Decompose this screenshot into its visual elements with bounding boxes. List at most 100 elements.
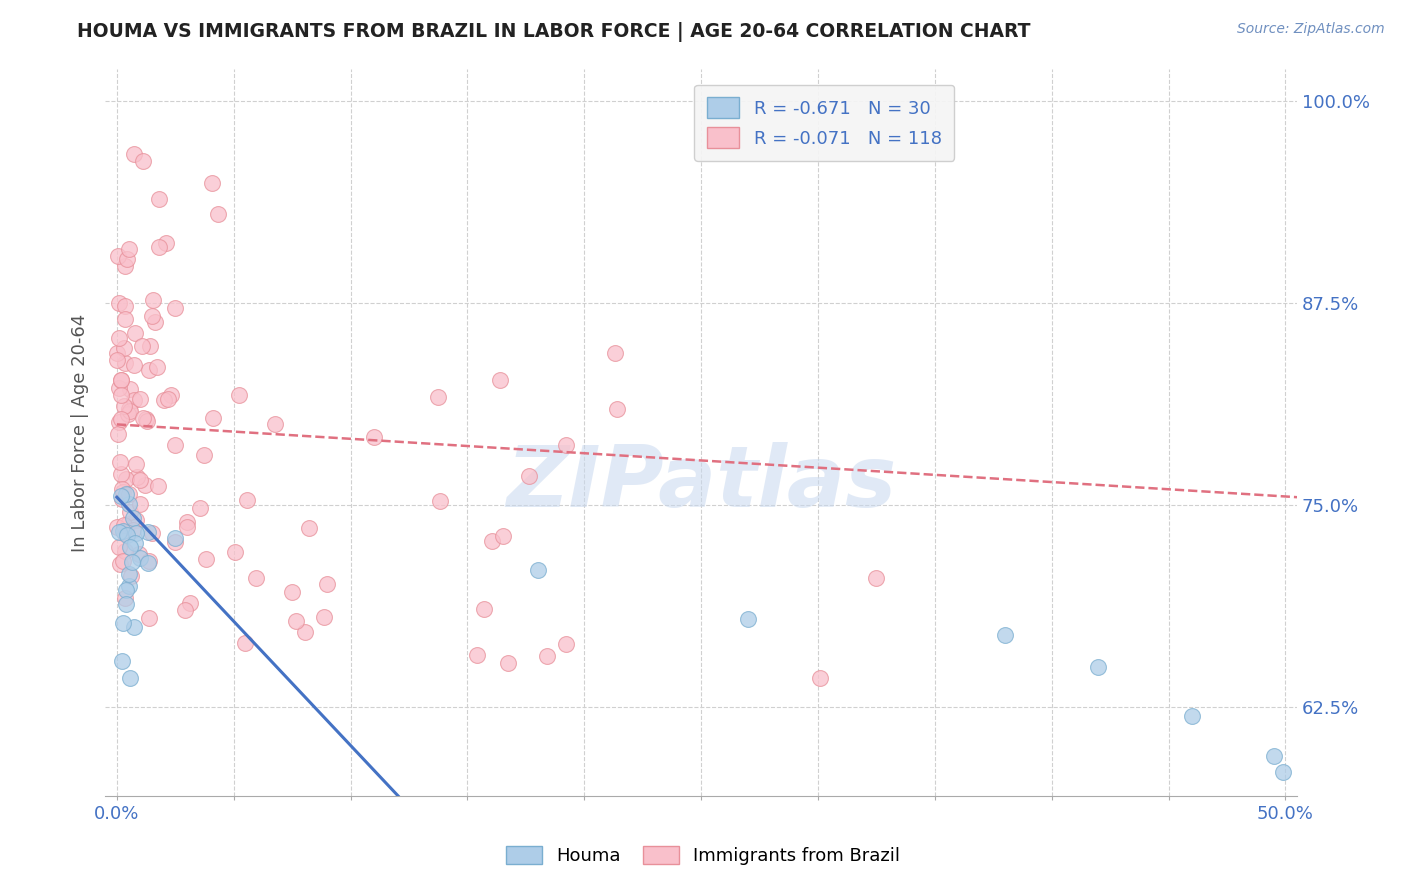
Point	[121, 569, 143, 583]
Point	[492, 528, 515, 542]
Point	[121, 555, 143, 569]
Point	[124, 536, 146, 550]
Point	[131, 339, 153, 353]
Point	[146, 360, 169, 375]
Point	[105, 346, 128, 360]
Point	[129, 551, 152, 566]
Point	[111, 654, 134, 668]
Point	[429, 493, 451, 508]
Point	[108, 557, 131, 571]
Point	[122, 393, 145, 408]
Point	[481, 534, 503, 549]
Point	[129, 392, 152, 406]
Point	[176, 516, 198, 530]
Point	[165, 531, 187, 545]
Point	[110, 412, 132, 426]
Point	[108, 525, 131, 540]
Point	[108, 540, 131, 554]
Point	[114, 487, 136, 501]
Point	[128, 547, 150, 561]
Point	[112, 615, 135, 630]
Point	[105, 520, 128, 534]
Point	[737, 611, 759, 625]
Point	[163, 301, 186, 315]
Point	[517, 468, 540, 483]
Point	[426, 390, 449, 404]
Point	[472, 602, 495, 616]
Point	[115, 528, 138, 542]
Point	[125, 457, 148, 471]
Point	[526, 563, 548, 577]
Text: HOUMA VS IMMIGRANTS FROM BRAZIL IN LABOR FORCE | AGE 20-64 CORRELATION CHART: HOUMA VS IMMIGRANTS FROM BRAZIL IN LABOR…	[77, 22, 1031, 42]
Point	[108, 455, 131, 469]
Point	[114, 544, 136, 558]
Point	[316, 576, 339, 591]
Point	[114, 259, 136, 273]
Point	[108, 381, 131, 395]
Point	[122, 523, 145, 537]
Point	[135, 414, 157, 428]
Point	[117, 579, 139, 593]
Point	[115, 472, 138, 486]
Point	[207, 207, 229, 221]
Point	[155, 235, 177, 250]
Point	[153, 393, 176, 408]
Point	[496, 656, 519, 670]
Point	[112, 517, 135, 532]
Point	[112, 524, 135, 538]
Point	[865, 570, 887, 584]
Point	[114, 591, 136, 606]
Point	[124, 526, 146, 541]
Legend: Houma, Immigrants from Brazil: Houma, Immigrants from Brazil	[496, 837, 910, 874]
Point	[264, 417, 287, 431]
Point	[141, 525, 163, 540]
Point	[605, 346, 627, 360]
Point	[111, 483, 134, 497]
Point	[236, 492, 259, 507]
Point	[110, 489, 132, 503]
Point	[124, 326, 146, 340]
Point	[107, 249, 129, 263]
Point	[285, 614, 308, 628]
Point	[148, 192, 170, 206]
Point	[129, 497, 152, 511]
Point	[110, 373, 132, 387]
Point	[179, 596, 201, 610]
Point	[190, 500, 212, 515]
Point	[294, 624, 316, 639]
Point	[117, 407, 139, 421]
Point	[118, 382, 141, 396]
Point	[108, 331, 131, 345]
Point	[554, 438, 576, 452]
Point	[122, 511, 145, 525]
Point	[138, 524, 160, 539]
Point	[135, 411, 157, 425]
Point	[994, 628, 1017, 642]
Point	[112, 553, 135, 567]
Point	[174, 603, 197, 617]
Point	[118, 497, 141, 511]
Point	[224, 544, 246, 558]
Point	[165, 535, 187, 549]
Point	[110, 467, 132, 481]
Point	[363, 430, 385, 444]
Point	[201, 411, 224, 425]
Point	[142, 293, 165, 307]
Point	[120, 671, 142, 685]
Point	[118, 540, 141, 554]
Point	[110, 373, 132, 387]
Point	[160, 388, 183, 402]
Point	[115, 252, 138, 267]
Point	[195, 552, 218, 566]
Point	[132, 154, 155, 169]
Point	[134, 478, 156, 492]
Point	[114, 312, 136, 326]
Text: Source: ZipAtlas.com: Source: ZipAtlas.com	[1237, 22, 1385, 37]
Point	[122, 147, 145, 161]
Point	[157, 392, 180, 407]
Point	[124, 620, 146, 634]
Point	[112, 341, 135, 355]
Point	[1272, 765, 1295, 780]
Point	[125, 469, 148, 483]
Point	[298, 521, 321, 535]
